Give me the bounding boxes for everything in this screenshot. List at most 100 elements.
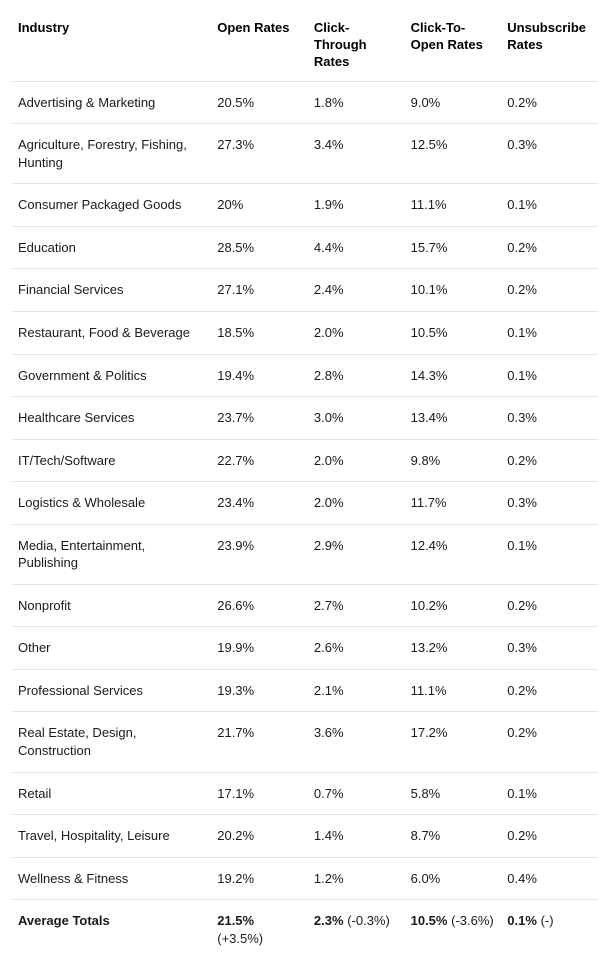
rates-table: Industry Open Rates Click-Through Rates …	[12, 12, 598, 959]
totals-row: Average Totals 21.5% (+3.5%) 2.3% (-0.3%…	[12, 900, 598, 960]
industry-cell: Retail	[12, 772, 211, 815]
open-cell: 20%	[211, 184, 308, 227]
cto-cell: 8.7%	[405, 815, 502, 858]
industry-cell: Wellness & Fitness	[12, 857, 211, 900]
totals-cto-value: 10.5%	[411, 913, 448, 928]
industry-cell: Travel, Hospitality, Leisure	[12, 815, 211, 858]
table-row: Media, Entertainment, Publishing23.9%2.9…	[12, 524, 598, 584]
col-header-ctr: Click-Through Rates	[308, 12, 405, 81]
table-row: Travel, Hospitality, Leisure20.2%1.4%8.7…	[12, 815, 598, 858]
ctr-cell: 0.7%	[308, 772, 405, 815]
unsub-cell: 0.2%	[501, 81, 598, 124]
ctr-cell: 1.2%	[308, 857, 405, 900]
unsub-cell: 0.3%	[501, 627, 598, 670]
ctr-cell: 2.8%	[308, 354, 405, 397]
cto-cell: 11.1%	[405, 184, 502, 227]
industry-cell: Other	[12, 627, 211, 670]
table-row: Financial Services27.1%2.4%10.1%0.2%	[12, 269, 598, 312]
table-row: Healthcare Services23.7%3.0%13.4%0.3%	[12, 397, 598, 440]
cto-cell: 17.2%	[405, 712, 502, 772]
table-row: Professional Services19.3%2.1%11.1%0.2%	[12, 669, 598, 712]
ctr-cell: 1.9%	[308, 184, 405, 227]
cto-cell: 10.2%	[405, 584, 502, 627]
cto-cell: 15.7%	[405, 226, 502, 269]
totals-open-delta: (+3.5%)	[217, 931, 263, 946]
industry-cell: Government & Politics	[12, 354, 211, 397]
cto-cell: 5.8%	[405, 772, 502, 815]
ctr-cell: 2.7%	[308, 584, 405, 627]
open-cell: 27.3%	[211, 124, 308, 184]
industry-cell: Consumer Packaged Goods	[12, 184, 211, 227]
ctr-cell: 3.0%	[308, 397, 405, 440]
totals-label: Average Totals	[12, 900, 211, 960]
industry-cell: Agriculture, Forestry, Fishing, Hunting	[12, 124, 211, 184]
industry-cell: Professional Services	[12, 669, 211, 712]
table-row: Consumer Packaged Goods20%1.9%11.1%0.1%	[12, 184, 598, 227]
industry-cell: Restaurant, Food & Beverage	[12, 311, 211, 354]
totals-cto-delta: (-3.6%)	[451, 913, 494, 928]
industry-cell: Logistics & Wholesale	[12, 482, 211, 525]
cto-cell: 10.1%	[405, 269, 502, 312]
table-row: Nonprofit26.6%2.7%10.2%0.2%	[12, 584, 598, 627]
cto-cell: 9.0%	[405, 81, 502, 124]
cto-cell: 13.2%	[405, 627, 502, 670]
ctr-cell: 3.6%	[308, 712, 405, 772]
totals-ctr-delta: (-0.3%)	[347, 913, 390, 928]
table-header: Industry Open Rates Click-Through Rates …	[12, 12, 598, 81]
table-body: Advertising & Marketing20.5%1.8%9.0%0.2%…	[12, 81, 598, 899]
unsub-cell: 0.2%	[501, 439, 598, 482]
unsub-cell: 0.3%	[501, 482, 598, 525]
ctr-cell: 2.1%	[308, 669, 405, 712]
open-cell: 19.3%	[211, 669, 308, 712]
unsub-cell: 0.2%	[501, 269, 598, 312]
open-cell: 28.5%	[211, 226, 308, 269]
cto-cell: 13.4%	[405, 397, 502, 440]
open-cell: 26.6%	[211, 584, 308, 627]
unsub-cell: 0.2%	[501, 815, 598, 858]
unsub-cell: 0.3%	[501, 397, 598, 440]
unsub-cell: 0.1%	[501, 184, 598, 227]
table-row: Real Estate, Design, Construction21.7%3.…	[12, 712, 598, 772]
unsub-cell: 0.3%	[501, 124, 598, 184]
industry-cell: Advertising & Marketing	[12, 81, 211, 124]
table-row: Education28.5%4.4%15.7%0.2%	[12, 226, 598, 269]
col-header-cto: Click-To-Open Rates	[405, 12, 502, 81]
open-cell: 18.5%	[211, 311, 308, 354]
totals-ctr-value: 2.3%	[314, 913, 344, 928]
col-header-unsub: Unsubscribe Rates	[501, 12, 598, 81]
totals-unsub-value: 0.1%	[507, 913, 537, 928]
ctr-cell: 2.6%	[308, 627, 405, 670]
unsub-cell: 0.2%	[501, 226, 598, 269]
unsub-cell: 0.1%	[501, 524, 598, 584]
totals-cto: 10.5% (-3.6%)	[405, 900, 502, 960]
totals-ctr: 2.3% (-0.3%)	[308, 900, 405, 960]
industry-cell: Real Estate, Design, Construction	[12, 712, 211, 772]
industry-cell: IT/Tech/Software	[12, 439, 211, 482]
table-row: Agriculture, Forestry, Fishing, Hunting2…	[12, 124, 598, 184]
ctr-cell: 1.4%	[308, 815, 405, 858]
open-cell: 19.2%	[211, 857, 308, 900]
table-row: Restaurant, Food & Beverage18.5%2.0%10.5…	[12, 311, 598, 354]
cto-cell: 11.7%	[405, 482, 502, 525]
cto-cell: 10.5%	[405, 311, 502, 354]
col-header-open: Open Rates	[211, 12, 308, 81]
open-cell: 19.9%	[211, 627, 308, 670]
table-row: Logistics & Wholesale23.4%2.0%11.7%0.3%	[12, 482, 598, 525]
totals-open: 21.5% (+3.5%)	[211, 900, 308, 960]
open-cell: 20.2%	[211, 815, 308, 858]
industry-cell: Nonprofit	[12, 584, 211, 627]
unsub-cell: 0.1%	[501, 354, 598, 397]
ctr-cell: 2.0%	[308, 439, 405, 482]
table-row: Advertising & Marketing20.5%1.8%9.0%0.2%	[12, 81, 598, 124]
cto-cell: 6.0%	[405, 857, 502, 900]
ctr-cell: 3.4%	[308, 124, 405, 184]
unsub-cell: 0.4%	[501, 857, 598, 900]
unsub-cell: 0.1%	[501, 311, 598, 354]
table-row: Other19.9%2.6%13.2%0.3%	[12, 627, 598, 670]
ctr-cell: 4.4%	[308, 226, 405, 269]
totals-unsub: 0.1% (-)	[501, 900, 598, 960]
open-cell: 19.4%	[211, 354, 308, 397]
open-cell: 21.7%	[211, 712, 308, 772]
cto-cell: 12.5%	[405, 124, 502, 184]
open-cell: 20.5%	[211, 81, 308, 124]
